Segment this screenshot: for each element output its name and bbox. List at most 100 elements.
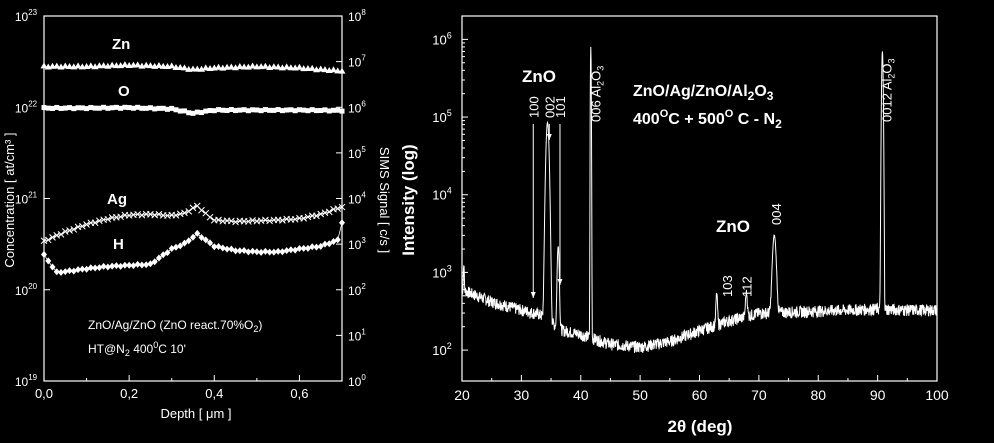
sims-right-y-tick-label: 105: [348, 145, 366, 161]
sims-right-y-tick-label: 107: [348, 54, 366, 70]
sims-marker-o: [147, 105, 153, 111]
xrd-peak-arrowhead: [546, 134, 552, 140]
sims-marker-h: [190, 233, 196, 241]
sims-left-y-tick-label: 1019: [15, 373, 38, 389]
sims-marker-zn: [202, 64, 210, 71]
sims-marker-o: [279, 108, 285, 114]
sims-marker-h: [279, 248, 286, 256]
sims-marker-h: [75, 266, 82, 274]
sims-marker-ag: [104, 215, 112, 223]
sims-marker-zn: [155, 61, 163, 68]
sims-marker-ag: [53, 232, 61, 239]
sims-marker-h: [45, 257, 52, 265]
xrd-x-tick-label: 60: [692, 387, 708, 403]
sims-marker-o: [143, 105, 149, 111]
sims-marker-h: [62, 268, 69, 276]
sims-series-o: [41, 104, 345, 116]
sims-marker-ag: [70, 225, 78, 233]
xrd-y-tick-label: 103: [432, 263, 451, 280]
sims-marker-o: [330, 107, 336, 113]
sims-marker-ag: [176, 210, 184, 218]
sims-marker-zn: [146, 62, 154, 69]
sims-marker-h: [168, 244, 175, 252]
sims-marker-zn: [215, 63, 223, 70]
sims-marker-zn: [283, 63, 291, 70]
xrd-peak-label: 103: [720, 275, 735, 297]
sims-marker-ag: [44, 236, 52, 244]
sims-marker-ag: [155, 210, 163, 218]
sims-marker-ag: [206, 213, 214, 221]
sims-marker-o: [62, 105, 68, 111]
sims-marker-zn: [227, 63, 235, 70]
xrd-pattern-line: [461, 46, 938, 353]
sims-right-y-tick-label: 104: [348, 191, 366, 207]
sims-right-y-tick-label: 101: [348, 327, 366, 343]
xrd-x-axis-label: 2θ (deg): [668, 417, 733, 436]
sims-marker-h: [109, 262, 116, 270]
xrd-y-tick-label: 106: [432, 30, 451, 47]
xrd-y-axis-label: Intensity (log): [399, 144, 418, 255]
sims-marker-h: [185, 237, 192, 245]
sims-marker-o: [109, 105, 115, 111]
sims-marker-o: [54, 104, 60, 110]
sims-marker-h: [334, 236, 341, 244]
sims-marker-zn: [321, 66, 329, 73]
sims-marker-o: [224, 107, 230, 113]
sims-marker-o: [118, 105, 124, 111]
sims-marker-o: [41, 105, 47, 111]
sims-marker-o: [292, 108, 298, 114]
xrd-zno-label-top: ZnO: [522, 67, 556, 86]
sims-marker-o: [173, 107, 179, 113]
sims-marker-ag: [313, 212, 320, 220]
sims-marker-o: [92, 105, 98, 111]
sims-marker-ag: [198, 206, 205, 214]
sims-marker-o: [241, 107, 247, 113]
sims-marker-ag: [181, 209, 188, 217]
xrd-y-tick-label: 102: [432, 341, 451, 358]
sims-marker-h: [253, 248, 260, 256]
sims-marker-h: [130, 262, 137, 270]
xrd-x-tick-label: 40: [573, 387, 589, 403]
sims-marker-ag: [185, 208, 193, 215]
sims-x-tick-label: 0,0: [35, 386, 53, 401]
sims-left-y-tick-label: 1020: [15, 282, 38, 298]
sims-marker-o: [254, 107, 260, 113]
xrd-peak-arrows: [530, 124, 563, 298]
sims-marker-h: [121, 261, 128, 269]
sims-right-y-tick-label: 102: [348, 282, 366, 298]
sims-marker-o: [50, 105, 56, 111]
sims-marker-o: [258, 108, 264, 114]
sims-marker-h: [134, 260, 141, 268]
sims-x-tick-label: 0,4: [205, 386, 223, 401]
sims-depth-profile-chart: 0,0 0,2 0,4 0,6 1019 1020 1021 1022 1023 100 101 10…: [2, 8, 392, 421]
sims-marker-o: [177, 108, 183, 114]
sims-marker-h: [49, 263, 56, 271]
sims-marker-o: [335, 107, 341, 113]
sims-marker-h: [172, 243, 179, 251]
sims-marker-ag: [138, 211, 146, 219]
sims-marker-h: [58, 268, 65, 276]
sims-marker-h: [300, 244, 307, 252]
sims-marker-h: [160, 251, 167, 259]
sims-marker-o: [203, 108, 209, 114]
xrd-peak-arrowhead: [530, 292, 536, 298]
sims-marker-ag: [117, 213, 124, 221]
sims-marker-o: [271, 107, 277, 113]
sims-marker-h: [194, 229, 201, 237]
sims-marker-h: [113, 262, 120, 270]
sims-marker-o: [96, 105, 102, 111]
xrd-peak-label: 100: [526, 96, 541, 118]
sims-marker-h: [283, 247, 290, 255]
sims-marker-h: [241, 247, 248, 255]
sims-marker-h: [41, 251, 47, 259]
sims-marker-ag: [189, 204, 197, 212]
sims-marker-h: [96, 264, 103, 272]
sims-marker-h: [317, 242, 324, 250]
sims-series-h: [41, 219, 345, 276]
xrd-peak-label: 006 Al2O3: [589, 66, 606, 122]
sims-marker-o: [79, 105, 85, 111]
sims-marker-ag: [232, 218, 239, 226]
sims-marker-zn: [108, 61, 116, 68]
sims-marker-zn: [134, 61, 142, 68]
sims-marker-o: [326, 108, 332, 114]
